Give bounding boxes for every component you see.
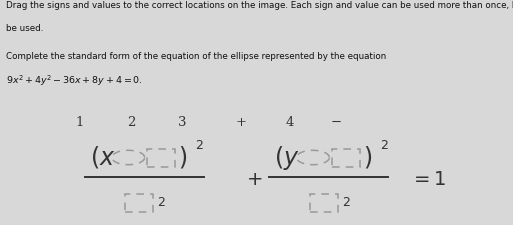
Text: $= 1$: $= 1$ <box>410 171 447 189</box>
Text: $)$: $)$ <box>178 144 187 171</box>
Text: $(x$: $(x$ <box>90 144 115 171</box>
Text: −: − <box>330 116 342 129</box>
Text: Complete the standard form of the equation of the ellipse represented by the equ: Complete the standard form of the equati… <box>6 52 386 61</box>
Text: be used.: be used. <box>6 24 44 33</box>
Text: 1: 1 <box>75 116 84 129</box>
Text: 2: 2 <box>127 116 135 129</box>
Text: $(y$: $(y$ <box>274 144 300 171</box>
Text: $2$: $2$ <box>157 196 166 209</box>
Text: +: + <box>235 116 247 129</box>
Text: $+$: $+$ <box>246 171 262 189</box>
Text: $2$: $2$ <box>342 196 350 209</box>
Text: $)$: $)$ <box>363 144 372 171</box>
Text: Drag the signs and values to the correct locations on the image. Each sign and v: Drag the signs and values to the correct… <box>6 1 513 10</box>
Text: $9x^2 + 4y^2 - 36x + 8y + 4 = 0.$: $9x^2 + 4y^2 - 36x + 8y + 4 = 0.$ <box>6 73 143 88</box>
Text: $2$: $2$ <box>380 139 388 152</box>
Text: $2$: $2$ <box>195 139 204 152</box>
Text: 4: 4 <box>286 116 294 129</box>
Text: 3: 3 <box>178 116 186 129</box>
